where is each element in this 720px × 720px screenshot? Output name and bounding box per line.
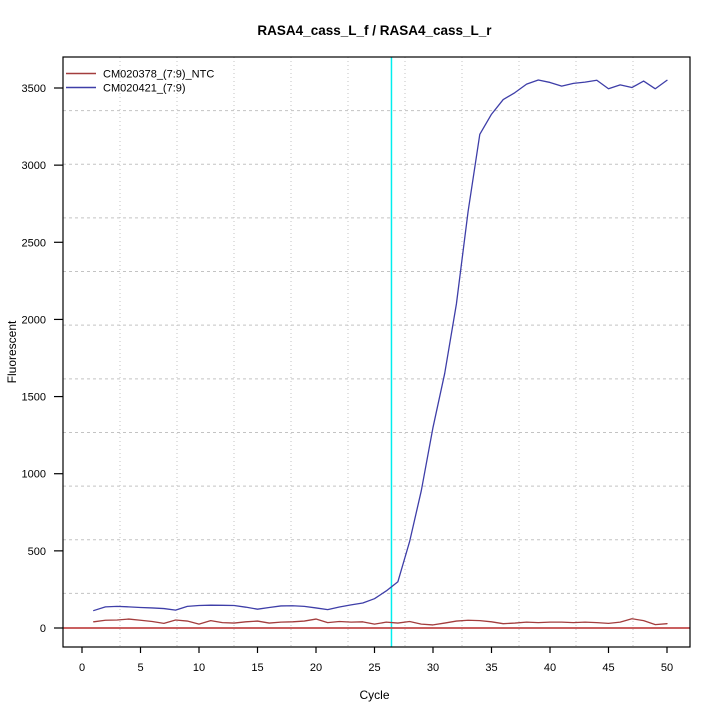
y-axis-tick-label: 1500 <box>22 392 46 404</box>
x-axis-tick-label: 45 <box>602 662 614 674</box>
y-axis-tick-label: 2000 <box>22 314 46 326</box>
y-axis-tick-label: 2500 <box>22 237 46 249</box>
x-axis-tick-label: 35 <box>485 662 497 674</box>
x-axis-tick-label: 50 <box>661 662 673 674</box>
y-axis-tick-label: 3500 <box>22 83 46 95</box>
y-axis-tick-label: 500 <box>28 546 46 558</box>
chart-render-root: 0 5 10 15 20 25 30 35 40 45 5005001000150020002500… <box>22 56 691 674</box>
plot-border <box>62 56 691 648</box>
series-line-ntc <box>93 618 668 626</box>
x-axis-tick-label: 15 <box>251 662 263 674</box>
x-axis-tick-label: 10 <box>193 662 205 674</box>
x-axis-tick-label: 25 <box>368 662 380 674</box>
x-axis-tick-label: 5 <box>137 662 143 674</box>
y-axis-tick-label: 3000 <box>22 160 46 172</box>
chart-title: RASA4_cass_L_f / RASA4_cass_L_r <box>257 23 492 38</box>
x-axis-label: Cycle <box>359 688 389 702</box>
y-axis-tick-label: 0 <box>40 623 46 635</box>
x-axis-tick-label: 20 <box>310 662 322 674</box>
legend-label-sample: CM020421_(7:9) <box>103 83 186 95</box>
x-axis-tick-label: 0 <box>79 662 85 674</box>
y-axis-tick-label: 1000 <box>22 469 46 481</box>
x-axis-tick-label: 40 <box>544 662 556 674</box>
legend-label-ntc: CM020378_(7:9)_NTC <box>103 69 214 81</box>
y-axis-label: Fluorescent <box>5 320 19 383</box>
x-axis-tick-label: 30 <box>427 662 439 674</box>
series-line-sample <box>93 79 668 612</box>
